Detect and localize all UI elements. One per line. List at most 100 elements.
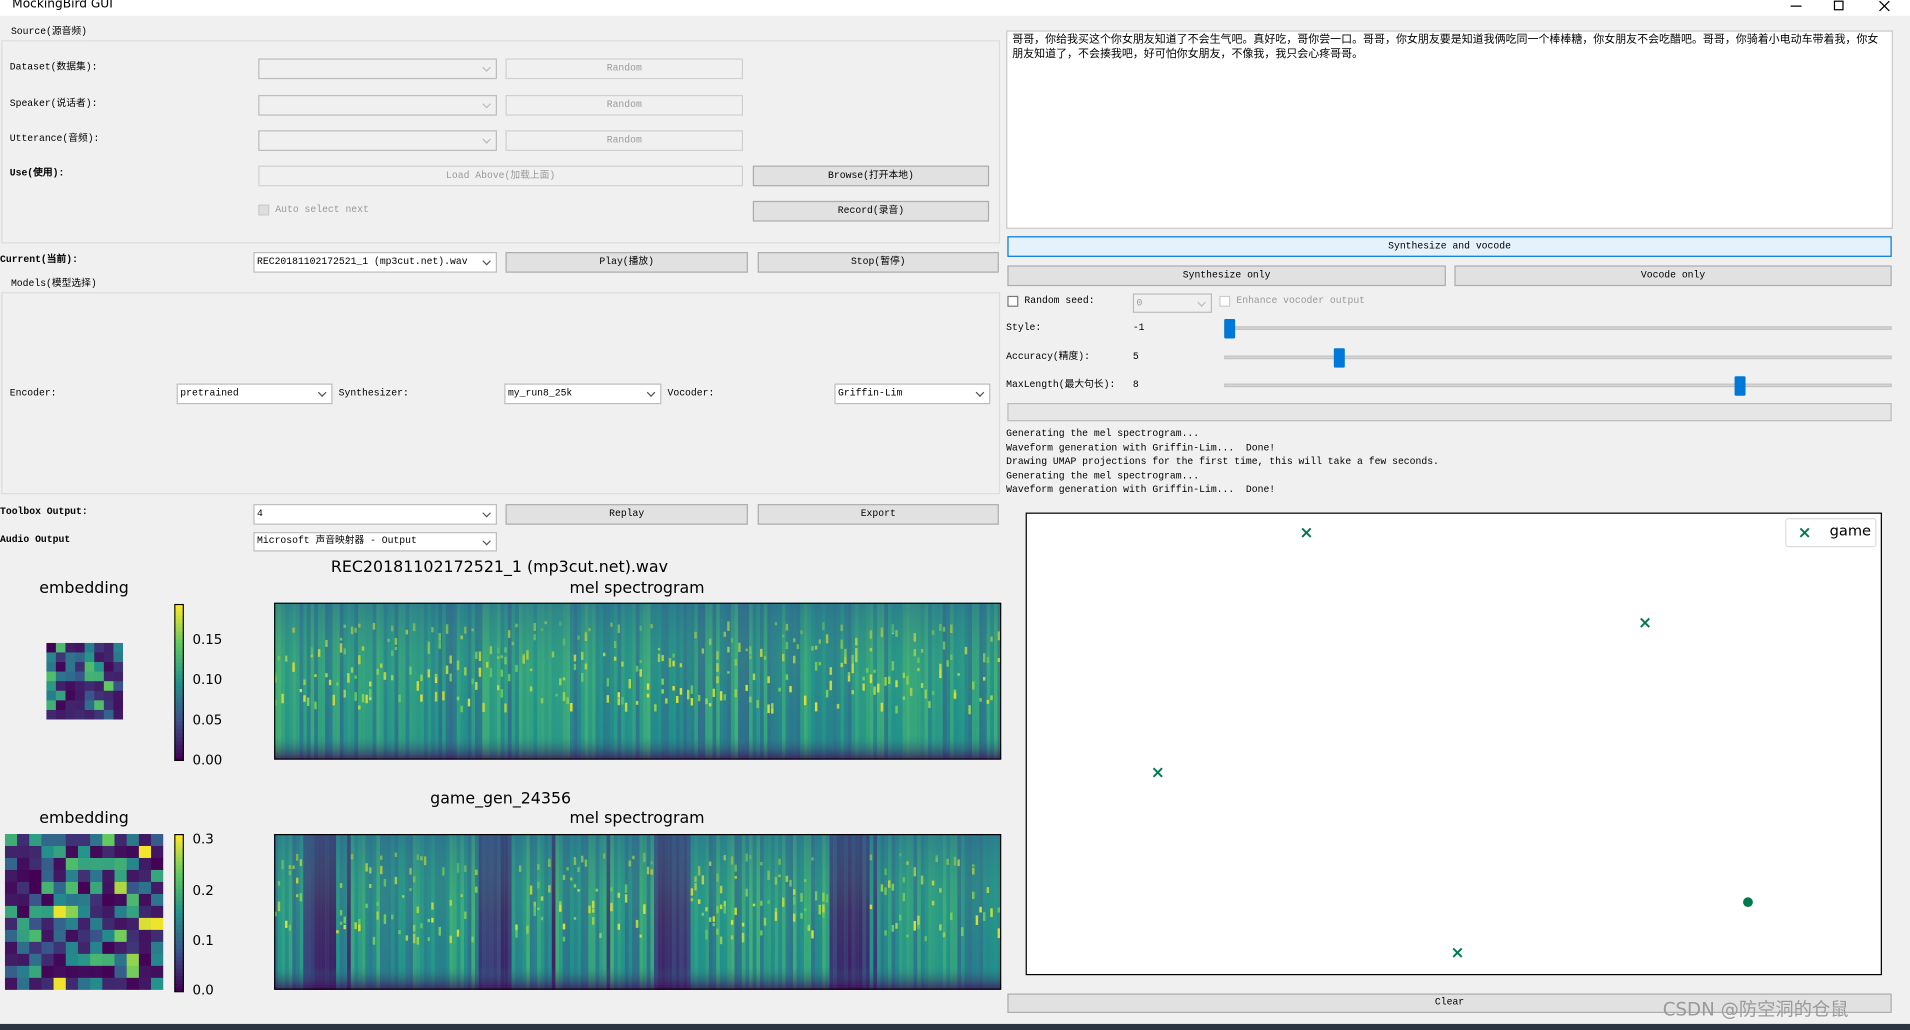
- stop-button[interactable]: Stop(暂停): [757, 252, 999, 273]
- combo-box[interactable]: [258, 58, 497, 80]
- colorbar-step: [174, 921, 184, 926]
- embedding-cell: [53, 905, 67, 919]
- embedding-cell: [113, 652, 124, 663]
- plot-title: game_gen_24356: [430, 790, 572, 809]
- plot-title: embedding: [39, 809, 129, 828]
- colorbar-step: [174, 913, 184, 918]
- combo-box[interactable]: 4: [253, 504, 497, 525]
- colorbar-step: [174, 905, 184, 910]
- embedding-cell: [17, 953, 30, 967]
- embedding-cell: [90, 845, 103, 859]
- colorbar-step: [174, 698, 184, 703]
- log-line: Waveform generation with Griffin-Lim... …: [1006, 442, 1276, 454]
- progress-bar: [1007, 402, 1892, 422]
- embedding-cell: [65, 652, 76, 663]
- embedding-cell: [53, 857, 67, 871]
- embedding-cell: [102, 845, 115, 859]
- colorbar-step: [174, 615, 184, 621]
- embedding-cell: [29, 905, 42, 919]
- slider-track: [1224, 354, 1892, 359]
- window-controls[interactable]: [1778, 0, 1910, 12]
- slider-handle[interactable]: [1734, 376, 1746, 396]
- embedding-cell: [138, 929, 152, 943]
- embedding-cell: [113, 671, 124, 682]
- checkbox[interactable]: [1219, 295, 1231, 307]
- colorbar-tick: 0.3: [192, 831, 214, 848]
- colorbar-step: [174, 956, 184, 962]
- colorbar-step: [174, 909, 184, 914]
- synthesize-only-button[interactable]: Synthesize only: [1007, 265, 1446, 287]
- combo-box[interactable]: Microsoft 声音映射器 - Output: [253, 532, 497, 552]
- play-button[interactable]: Play(播放): [505, 252, 748, 273]
- embedding-cell: [29, 917, 42, 931]
- embedding-cell: [41, 965, 54, 979]
- seed-input[interactable]: 0: [1132, 293, 1213, 313]
- random-button[interactable]: Random: [505, 58, 744, 80]
- colorbar-step: [174, 603, 184, 609]
- embedding-cell: [77, 869, 91, 883]
- export-button[interactable]: Export: [757, 504, 999, 525]
- label: Toolbox Output:: [0, 506, 88, 518]
- random-button[interactable]: Random: [505, 94, 744, 116]
- checkbox[interactable]: [1007, 295, 1019, 307]
- replay-button[interactable]: Replay: [505, 504, 748, 525]
- embedding-cell: [84, 709, 95, 720]
- combo-box[interactable]: my_run8_25k: [504, 383, 662, 405]
- embedding-cell: [77, 965, 91, 979]
- log-line: Generating the mel spectrogram...: [1006, 428, 1200, 440]
- embedding-cell: [114, 965, 128, 979]
- record-button[interactable]: Record(录音): [752, 200, 990, 222]
- combo-box[interactable]: Griffin-Lim: [834, 383, 991, 405]
- title-bar: [0, 0, 1910, 16]
- embedding-cell: [151, 881, 164, 895]
- synthesize-vocode-button[interactable]: Synthesize and vocode: [1007, 236, 1892, 257]
- embedding-cell: [103, 700, 114, 711]
- label: Use(使用):: [9, 168, 65, 179]
- embedding-cell: [46, 700, 57, 711]
- clear-button[interactable]: Clear: [1007, 993, 1892, 1013]
- label: Synthesizer:: [338, 388, 409, 400]
- random-button[interactable]: Random: [505, 130, 744, 151]
- embedding-cell: [126, 941, 140, 955]
- colorbar-step: [174, 972, 184, 978]
- colorbar-step: [174, 717, 184, 723]
- embedding-cell: [75, 642, 86, 653]
- embedding-cell: [65, 965, 79, 979]
- combo-box[interactable]: [258, 94, 497, 116]
- embedding-cell: [77, 881, 91, 895]
- embedding-cell: [17, 833, 30, 847]
- combo-box[interactable]: [258, 130, 497, 151]
- slider-handle[interactable]: [1224, 318, 1236, 339]
- embedding-cell: [75, 681, 86, 692]
- slider-handle[interactable]: [1333, 347, 1345, 368]
- embedding-cell: [103, 709, 114, 720]
- load-button[interactable]: Load Above(加载上面): [258, 165, 744, 187]
- embedding-cell: [75, 709, 86, 720]
- colorbar-step: [174, 837, 184, 843]
- embedding-cell: [114, 881, 128, 895]
- embedding-cell: [29, 881, 42, 895]
- embedding-cell: [151, 869, 164, 883]
- legend-label: game: [1829, 522, 1872, 540]
- text-input[interactable]: 哥哥，你给我买这个你女朋友知道了不会生气吧。真好吃，哥你尝一口。哥哥，你女朋友要…: [1006, 30, 1893, 229]
- embedding-cell: [113, 690, 124, 701]
- embedding-cell: [90, 965, 103, 979]
- colorbar-step: [174, 611, 184, 617]
- checkbox[interactable]: [258, 204, 270, 216]
- combo-box[interactable]: REC20181102172521_1 (mp3cut.net).wav: [253, 252, 497, 273]
- embedding-cell: [53, 977, 67, 990]
- embedding-cell: [90, 881, 103, 895]
- embedding-cell: [151, 941, 164, 955]
- embedding-cell: [94, 709, 105, 720]
- embedding-cell: [77, 977, 91, 990]
- embedding-cell: [4, 869, 18, 883]
- vocode-only-button[interactable]: Vocode only: [1454, 265, 1892, 287]
- embedding-cell: [55, 642, 66, 653]
- browse-button[interactable]: Browse(打开本地): [752, 165, 990, 187]
- umap-points: [1152, 518, 1877, 958]
- embedding-cell: [77, 941, 91, 955]
- embedding-cell: [138, 941, 152, 955]
- label: MaxLength(最大句长):: [1006, 379, 1116, 391]
- combo-box[interactable]: pretrained: [176, 383, 333, 405]
- embedding-cell: [53, 965, 67, 979]
